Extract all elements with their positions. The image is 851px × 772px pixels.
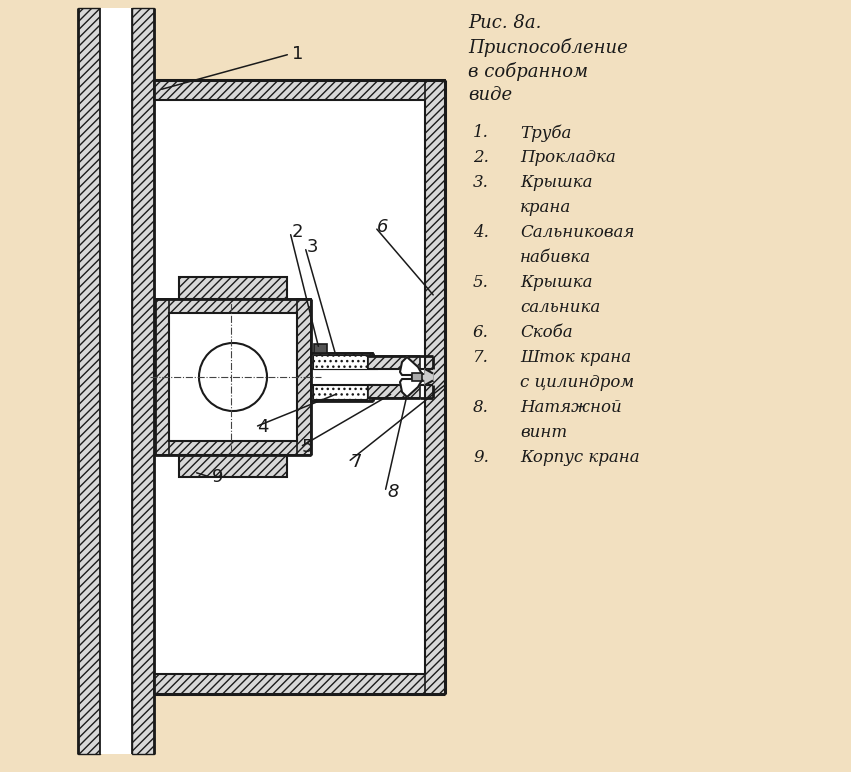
Text: Прокладка: Прокладка xyxy=(520,149,616,166)
Text: Крышка: Крышка xyxy=(520,274,592,291)
Bar xyxy=(154,100,425,674)
Text: 7.: 7. xyxy=(473,349,488,366)
Text: винт: винт xyxy=(520,424,567,441)
Text: сальника: сальника xyxy=(520,299,600,316)
Bar xyxy=(368,385,420,398)
Bar xyxy=(297,299,311,455)
Text: 4: 4 xyxy=(257,418,269,436)
Bar xyxy=(420,374,433,381)
Text: 2.: 2. xyxy=(473,149,488,166)
Text: виде: виде xyxy=(468,86,512,104)
Bar xyxy=(179,277,287,299)
Bar xyxy=(100,8,132,754)
Bar xyxy=(154,674,445,694)
Text: крана: крана xyxy=(520,199,571,216)
Text: с цилиндром: с цилиндром xyxy=(520,374,634,391)
Text: 6.: 6. xyxy=(473,324,488,341)
Bar xyxy=(412,373,422,381)
Text: 5: 5 xyxy=(302,438,313,456)
Text: Рис. 8а.: Рис. 8а. xyxy=(468,14,541,32)
Text: в собранном: в собранном xyxy=(468,62,588,81)
Text: 8.: 8. xyxy=(473,399,488,416)
Polygon shape xyxy=(425,369,433,385)
Bar xyxy=(425,80,445,694)
Text: 8: 8 xyxy=(387,483,398,501)
Bar xyxy=(311,385,373,401)
Text: Сальниковая: Сальниковая xyxy=(520,224,634,241)
Text: Корпус крана: Корпус крана xyxy=(520,449,640,466)
Bar xyxy=(179,277,287,299)
Circle shape xyxy=(199,343,267,411)
Bar xyxy=(155,299,311,313)
Text: Шток крана: Шток крана xyxy=(520,349,631,366)
Polygon shape xyxy=(400,357,422,397)
Text: Приспособление: Приспособление xyxy=(468,38,628,57)
Text: 7: 7 xyxy=(350,453,362,471)
Bar xyxy=(313,385,367,399)
Bar xyxy=(169,313,297,441)
Bar xyxy=(154,80,445,100)
Text: Труба: Труба xyxy=(520,124,571,141)
Text: 3: 3 xyxy=(307,238,318,256)
Text: 9.: 9. xyxy=(473,449,488,466)
Text: 3.: 3. xyxy=(473,174,488,191)
Bar xyxy=(314,344,327,353)
Text: 6: 6 xyxy=(377,218,389,236)
Bar xyxy=(132,8,154,754)
Text: Крышка: Крышка xyxy=(520,174,592,191)
Text: набивка: набивка xyxy=(520,249,591,266)
Bar xyxy=(78,8,100,754)
Text: 2: 2 xyxy=(292,223,304,241)
Bar xyxy=(313,355,367,369)
Bar xyxy=(368,356,420,369)
Bar xyxy=(179,455,287,477)
Bar xyxy=(154,357,155,397)
Text: 1: 1 xyxy=(292,45,303,63)
Bar xyxy=(179,455,287,477)
Bar xyxy=(155,299,169,455)
Text: 1.: 1. xyxy=(473,124,488,141)
Bar xyxy=(311,353,373,369)
Bar xyxy=(154,357,155,397)
Bar xyxy=(155,441,311,455)
Text: Натяжной: Натяжной xyxy=(520,399,622,416)
Text: Скоба: Скоба xyxy=(520,324,573,341)
Text: 5.: 5. xyxy=(473,274,488,291)
Text: 4.: 4. xyxy=(473,224,488,241)
Text: 9: 9 xyxy=(212,468,224,486)
